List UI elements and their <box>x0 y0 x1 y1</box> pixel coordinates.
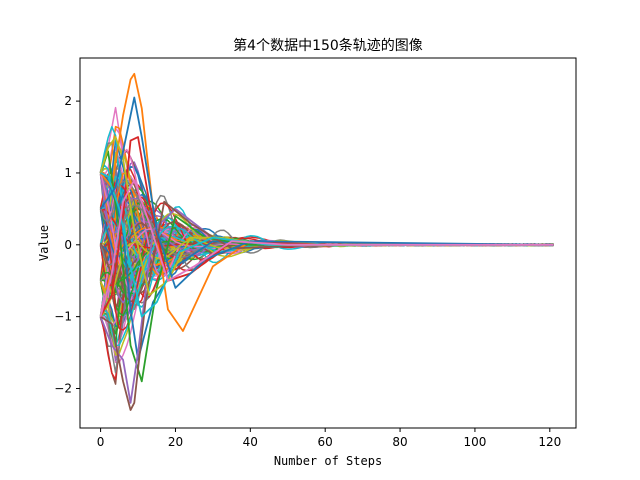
trajectory-line-highlight <box>99 96 554 289</box>
y-tick-label: 0 <box>64 238 72 252</box>
y-tick-label: 2 <box>64 94 72 108</box>
y-axis-label: Value <box>37 225 51 261</box>
x-tick-label: 80 <box>392 435 407 449</box>
x-tick-label: 20 <box>168 435 183 449</box>
series-lines <box>99 72 554 411</box>
plot-frame <box>79 57 577 429</box>
x-tick-label: 40 <box>243 435 258 449</box>
x-axis: 0 20 40 60 80 100 120 <box>97 428 561 449</box>
x-tick-label: 100 <box>463 435 486 449</box>
y-tick-label: −2 <box>54 381 72 395</box>
x-tick-label: 0 <box>97 435 105 449</box>
y-tick-label: 1 <box>64 166 72 180</box>
y-tick-label: −1 <box>54 310 72 324</box>
trajectory-line-highlight <box>99 179 554 317</box>
y-axis: −2 −1 0 1 2 <box>54 94 80 395</box>
x-tick-label: 60 <box>318 435 333 449</box>
x-axis-label: Number of Steps <box>274 454 382 468</box>
chart-title: 第4个数据中150条轨迹的图像 <box>233 37 423 54</box>
trajectory-line-highlight <box>100 200 554 411</box>
x-tick-label: 120 <box>538 435 561 449</box>
